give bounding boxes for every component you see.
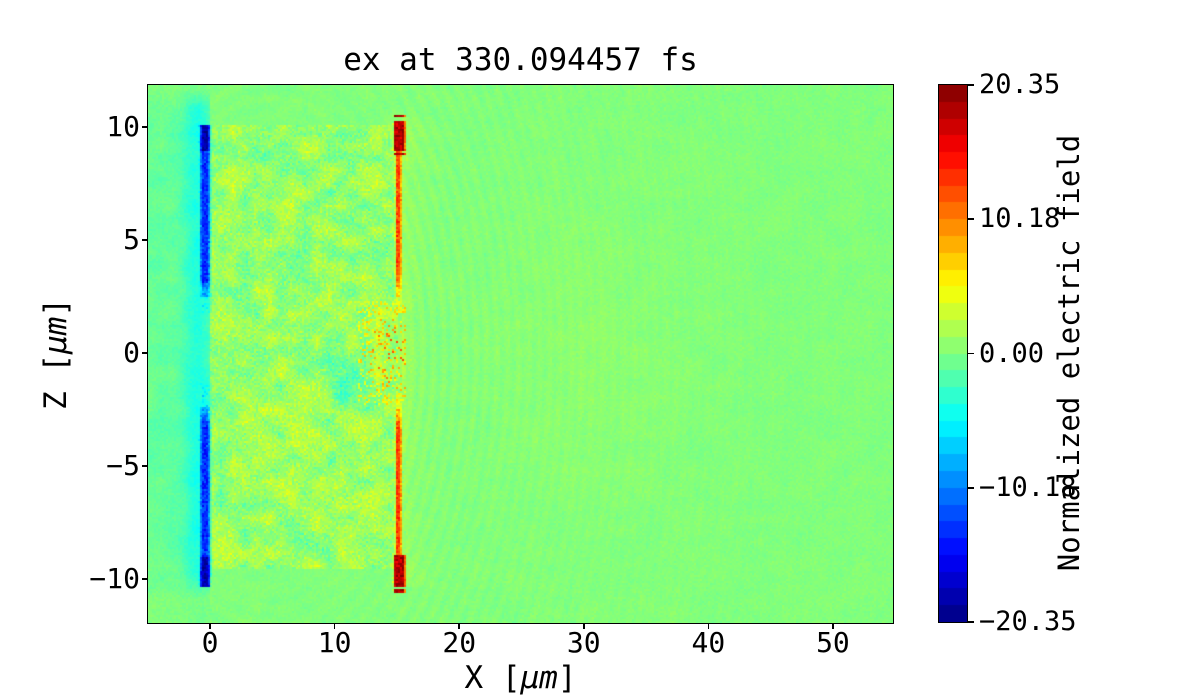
y-tick-mark: [142, 239, 148, 241]
x-tick-mark: [209, 623, 211, 629]
x-tick-mark: [333, 623, 336, 629]
colorbar-canvas: [938, 84, 967, 622]
colorbar-tick-mark: [968, 352, 974, 355]
x-tick-label: 30: [566, 626, 601, 659]
plot-area: [146, 83, 894, 624]
x-tick-label: 40: [691, 626, 726, 659]
x-tick-mark: [832, 623, 834, 629]
x-tick-mark: [707, 623, 710, 629]
y-tick-label: −10: [89, 561, 140, 595]
colorbar-tick-label: −10.18: [979, 471, 1077, 503]
heatmap-canvas: [147, 84, 893, 623]
x-tick-label: 50: [816, 626, 850, 659]
x-tick-label: 20: [442, 626, 477, 659]
colorbar-tick-label: −20.35: [979, 606, 1077, 637]
x-tick-mark: [458, 623, 460, 629]
y-tick-label: 0: [123, 335, 140, 369]
x-tick-label: 10: [317, 626, 352, 659]
y-tick-label: −5: [106, 448, 140, 482]
y-tick-mark: [142, 578, 148, 580]
y-tick-label: 5: [123, 222, 140, 256]
colorbar-tick-mark: [968, 84, 974, 86]
colorbar: [937, 83, 968, 623]
x-tick-label: 0: [201, 626, 219, 659]
x-axis-label: X [μm]: [464, 660, 577, 696]
colorbar-tick-mark: [968, 487, 974, 489]
plot-title: ex at 330.094457 fs: [343, 42, 698, 78]
y-tick-label: 10: [106, 109, 140, 143]
colorbar-tick-mark: [968, 621, 974, 623]
y-tick-mark: [142, 465, 148, 467]
x-tick-mark: [583, 623, 585, 629]
colorbar-tick-mark: [968, 218, 974, 220]
y-tick-mark: [142, 352, 148, 354]
y-tick-mark: [142, 126, 148, 128]
colorbar-tick-label: 0.00: [979, 337, 1045, 369]
colorbar-tick-label: 10.18: [979, 203, 1061, 235]
colorbar-tick-label: 20.35: [979, 69, 1061, 100]
